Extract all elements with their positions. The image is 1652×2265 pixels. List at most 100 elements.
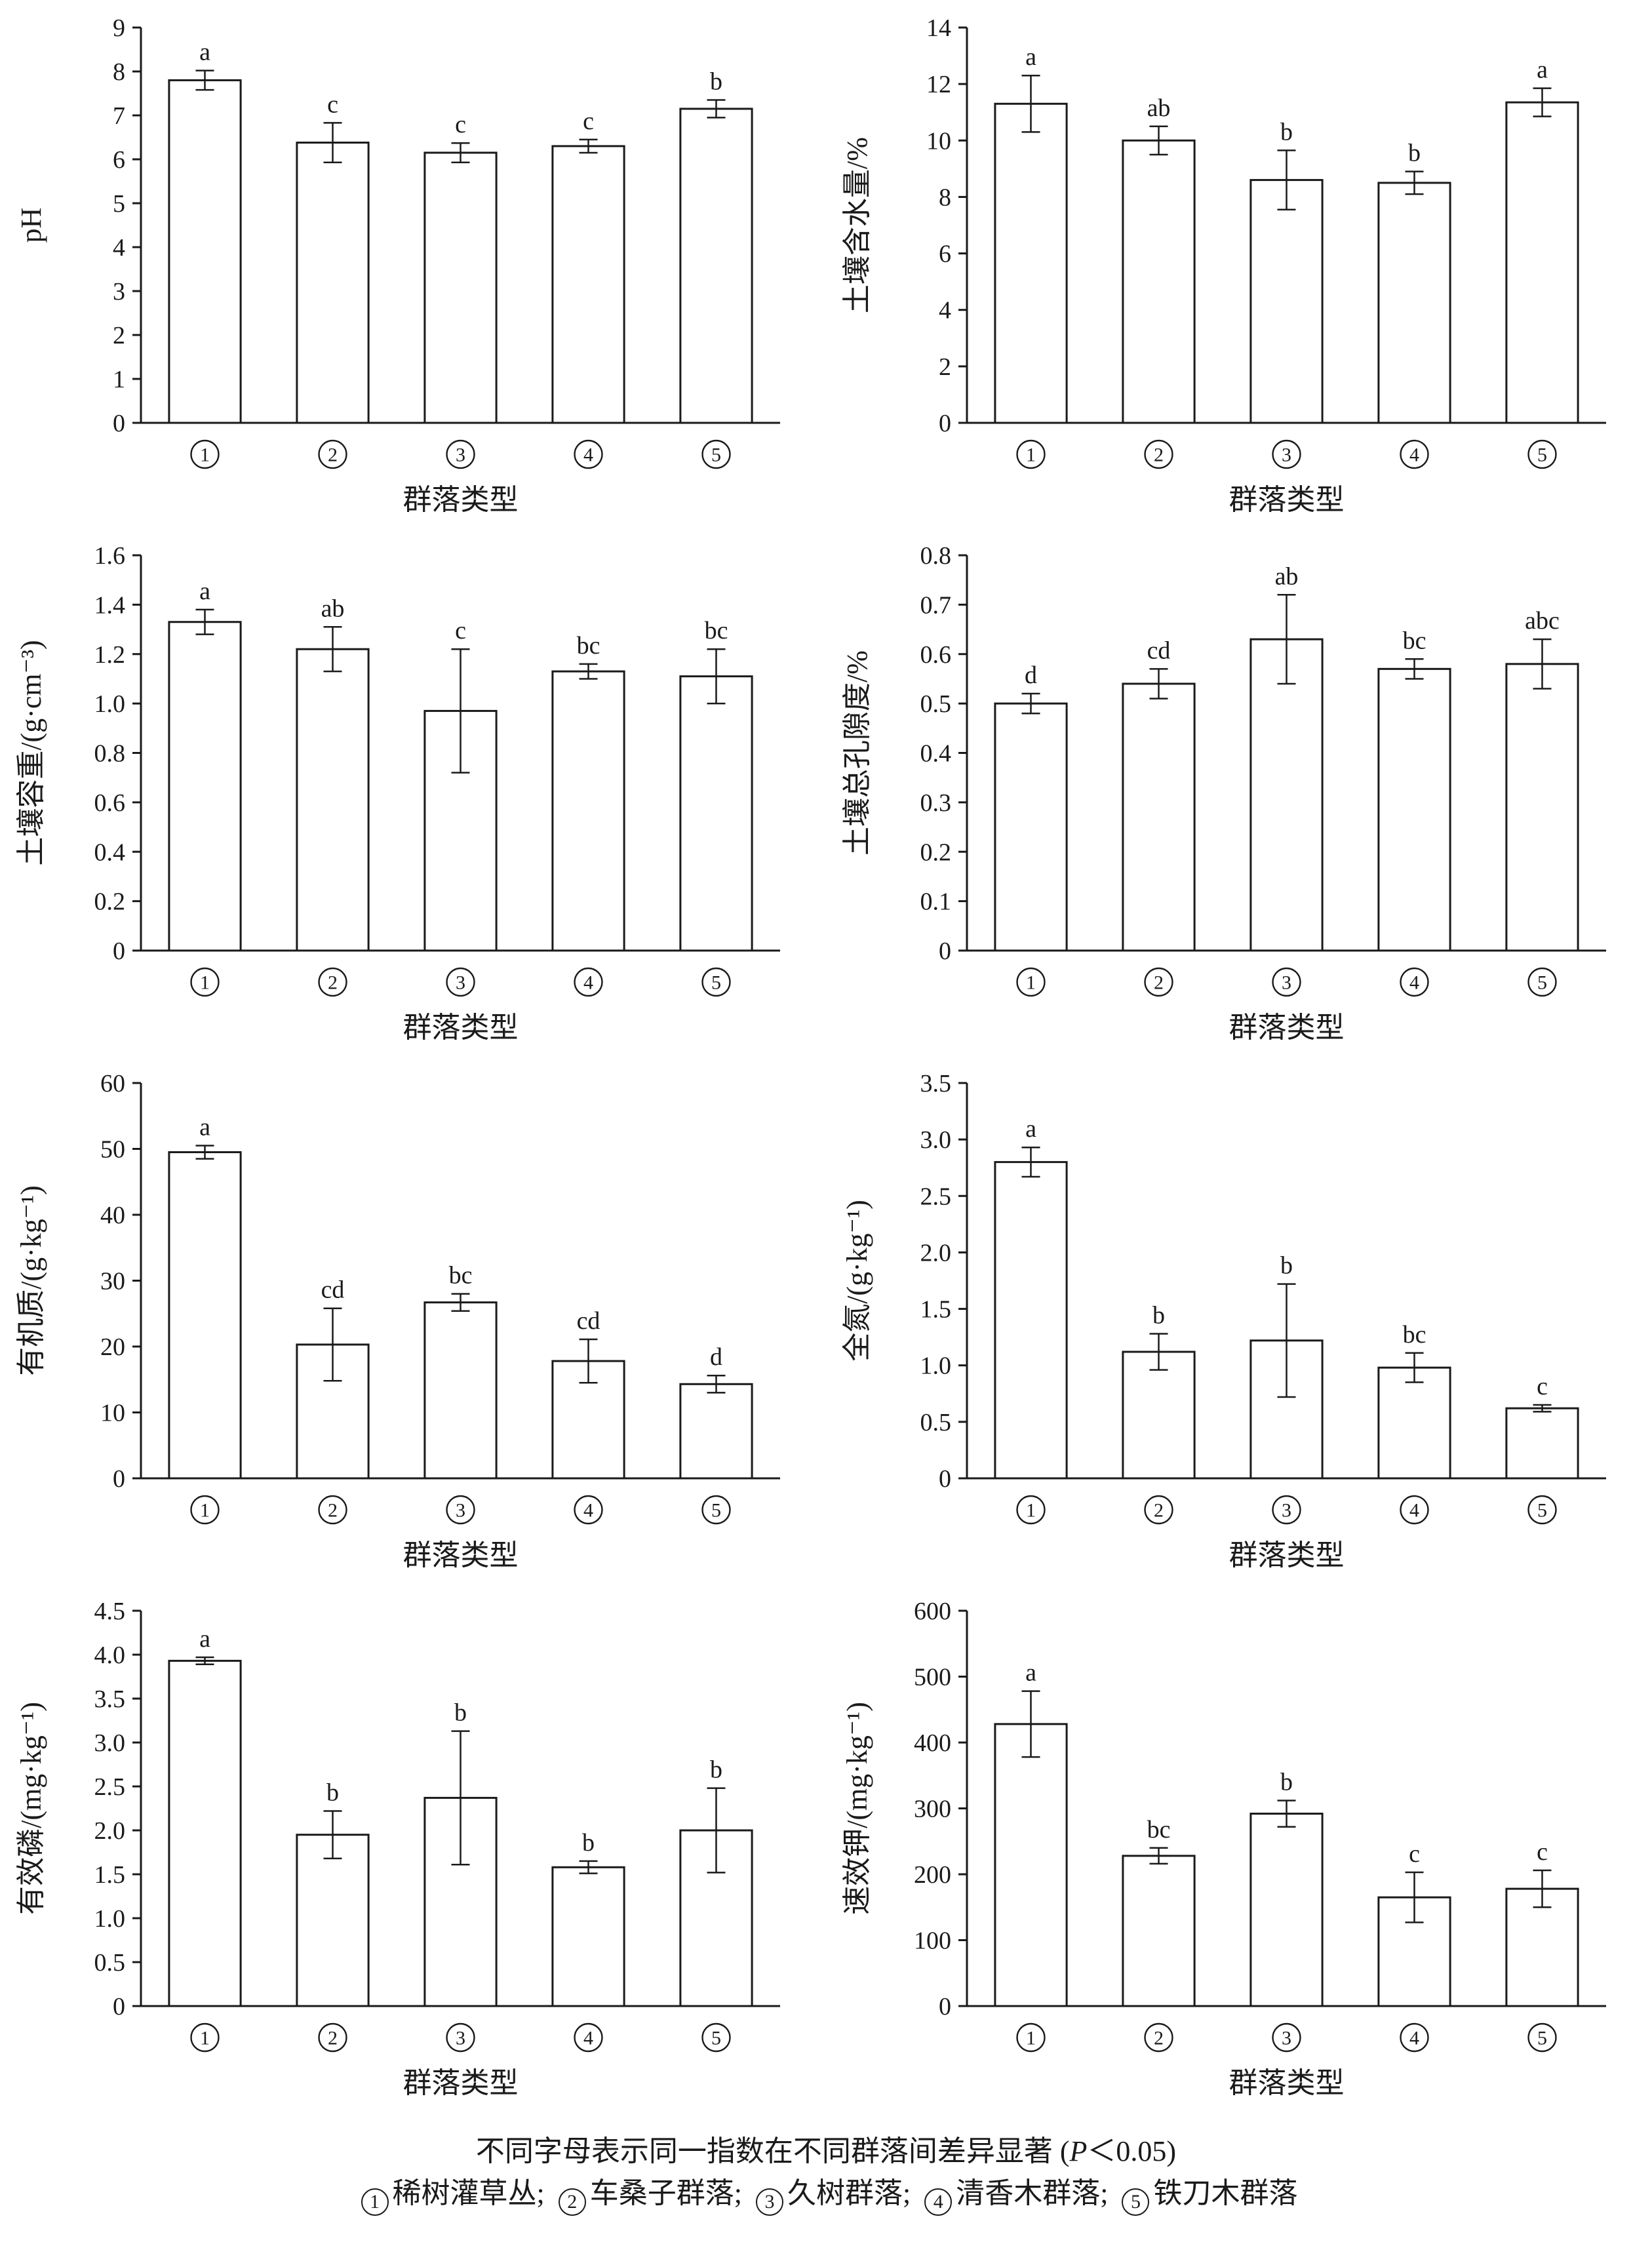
category-number: 3 [456, 2028, 465, 2049]
bar [1122, 682, 1196, 952]
y-tick-label: 1.2 [94, 641, 126, 669]
sig-letter: a [199, 578, 210, 605]
sig-letter: a [1025, 1115, 1036, 1143]
bar [1505, 1407, 1579, 1480]
y-tick-label: 7 [113, 102, 125, 130]
category-number: 4 [1409, 1500, 1419, 1522]
y-tick-label: 0.4 [920, 740, 952, 768]
bar [1122, 139, 1196, 424]
category-circle [1272, 1495, 1301, 1525]
chart-cell: 0 0.1 0.2 0.3 0.4 0.5 0.6 0.7 0.8 d 1 cd 2 ab 3 bc 4 abc 5… [826, 528, 1652, 1055]
x-axis-label: 群落类型 [1229, 484, 1345, 516]
sig-letter: b [454, 1699, 467, 1727]
y-tick-label: 1.0 [94, 690, 126, 718]
x-axis-label: 群落类型 [403, 1012, 519, 1044]
category-number: 4 [1409, 444, 1419, 466]
y-tick-label: 0 [113, 1993, 125, 2020]
y-tick-label: 4.0 [94, 1642, 126, 1669]
legend-circled-number: 2 [558, 2188, 586, 2216]
y-tick-label: 14 [926, 14, 951, 42]
y-tick-label: 600 [914, 1598, 951, 1625]
chart-cell: 0 1 2 3 4 5 6 7 8 9 a 1 c 2 c 3 c 4 b 5 群落类型 pH [0, 0, 826, 528]
caption-p-symbol: P [1069, 2135, 1088, 2167]
y-axis-label: 土壤总孔隙度/% [841, 650, 873, 856]
sig-letter: a [199, 1625, 210, 1653]
category-number: 1 [1026, 1500, 1036, 1522]
y-tick-label: 0.2 [920, 838, 952, 866]
bar [1249, 1813, 1324, 2007]
caption-line-1: 不同字母表示同一指数在不同群落间差异显著 (P＜0.05) [0, 2131, 1652, 2173]
category-circle [1272, 2022, 1301, 2053]
y-tick-label: 0.1 [920, 888, 952, 916]
sig-letter: bc [1147, 1816, 1171, 1843]
bar [168, 1151, 242, 1480]
category-number: 2 [328, 444, 338, 466]
sig-letter: b [710, 1756, 722, 1784]
category-number: 5 [711, 1500, 721, 1522]
y-tick-label: 1.6 [94, 542, 126, 570]
category-number: 2 [1154, 1500, 1164, 1522]
category-number: 5 [1537, 2028, 1547, 2049]
bar [551, 145, 625, 424]
sig-letter: cd [1147, 637, 1171, 664]
category-circle [1527, 439, 1557, 469]
y-tick-label: 5 [113, 190, 125, 218]
x-axis-label: 群落类型 [1229, 1012, 1345, 1044]
sig-letter: bc [1403, 627, 1426, 654]
y-tick-label: 2 [939, 353, 951, 381]
sig-letter: c [1537, 1838, 1548, 1866]
category-number: 5 [1537, 972, 1547, 994]
y-tick-label: 0 [113, 1465, 125, 1493]
legend-label: 车桑子群落; [589, 2177, 749, 2209]
sig-letter: c [455, 617, 466, 644]
y-axis-label: 速效钾/(mg·kg⁻¹) [841, 1702, 873, 1915]
bar [679, 108, 753, 424]
category-number: 5 [711, 444, 721, 466]
sig-letter: c [327, 90, 338, 118]
category-number: 3 [456, 444, 465, 466]
y-tick-label: 8 [113, 58, 125, 86]
y-tick-label: 1.5 [94, 1861, 126, 1889]
sig-letter: a [199, 1113, 210, 1141]
bar [551, 1866, 625, 2007]
category-circle [1400, 1495, 1429, 1525]
y-tick-label: 6 [939, 241, 951, 268]
category-circle [446, 439, 475, 469]
y-axis-label: 有机质/(g·kg⁻¹) [15, 1185, 47, 1376]
category-number: 2 [328, 2028, 338, 2049]
y-tick-label: 0 [939, 1465, 951, 1493]
bar [1249, 638, 1324, 952]
y-axis-label: pH [15, 208, 47, 243]
bar [1122, 1350, 1196, 1480]
y-tick-label: 1.4 [94, 591, 126, 619]
sig-letter: cd [321, 1276, 345, 1304]
category-number: 3 [456, 972, 465, 994]
category-number: 4 [583, 2028, 593, 2049]
y-tick-label: 4.5 [94, 1598, 126, 1625]
category-circle [1144, 439, 1173, 469]
caption-legend: 1 稀树灌草丛; 2 车桑子群落; 3 久树群落; 4 清香木群落; 5 铁刀木群落 [0, 2173, 1652, 2216]
category-number: 1 [1026, 444, 1036, 466]
sig-letter: c [1537, 1373, 1548, 1400]
category-number: 3 [1282, 972, 1291, 994]
category-number: 3 [456, 1500, 465, 1522]
sig-letter: cd [577, 1307, 600, 1335]
category-number: 1 [200, 2028, 210, 2049]
y-tick-label: 3 [113, 278, 125, 305]
y-tick-label: 2.0 [920, 1239, 952, 1267]
legend-label: 铁刀木群落 [1153, 2177, 1298, 2209]
y-tick-label: 10 [926, 127, 951, 155]
category-number: 2 [1154, 444, 1164, 466]
bar [168, 1659, 242, 2007]
y-tick-label: 0.8 [94, 740, 126, 768]
sig-letter: abc [1525, 607, 1560, 635]
sig-letter: a [1025, 43, 1036, 71]
caption-text-post: ＜0.05) [1087, 2135, 1177, 2167]
category-number: 5 [711, 972, 721, 994]
category-circle [1272, 967, 1301, 997]
category-circle [318, 439, 347, 469]
chart-cell: 0 0.5 1.0 1.5 2.0 2.5 3.0 3.5 a 1 b 2 b 3 bc 4 c 5 群落类型 全氮/… [826, 1055, 1652, 1583]
y-tick-label: 60 [100, 1070, 125, 1097]
y-tick-label: 9 [113, 14, 125, 42]
category-circle [1144, 1495, 1173, 1525]
